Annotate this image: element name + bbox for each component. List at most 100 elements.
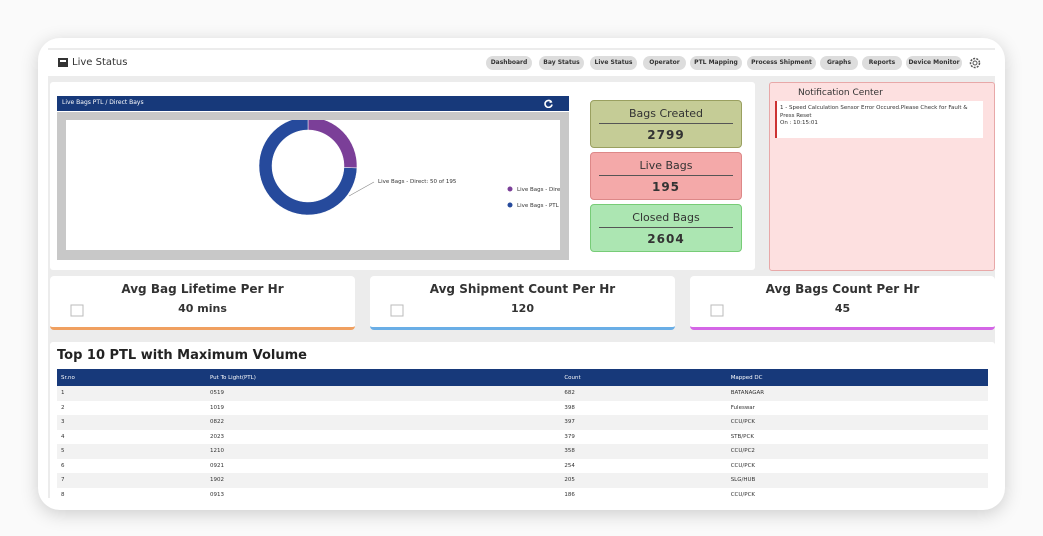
legend-marker bbox=[507, 202, 513, 208]
table-cell: 186 bbox=[564, 491, 575, 498]
table-cell: 1210 bbox=[205, 444, 561, 459]
column-header: Sr.no bbox=[57, 369, 206, 386]
donut-segment bbox=[258, 120, 358, 216]
table-cell: BATANAGAR bbox=[726, 386, 988, 401]
stat-label: Closed Bags bbox=[599, 211, 733, 228]
donut-chart: Live Bags - Direct: 50 of 195 Live Bags -… bbox=[66, 120, 560, 250]
nav-button[interactable]: Live Status bbox=[590, 56, 637, 70]
data-label: Live Bags - Direct: 50 of 195 bbox=[378, 179, 457, 185]
table-cell: 682 bbox=[560, 386, 727, 401]
notification-item: 1 - Speed Calculation Sensor Error Occur… bbox=[775, 101, 983, 138]
refresh-icon[interactable] bbox=[544, 99, 553, 108]
table-row: 3 0822 397 CCU/PCK bbox=[57, 415, 988, 430]
notification-title: Notification Center bbox=[798, 88, 883, 98]
table-cell: 1019 bbox=[209, 404, 224, 411]
stat-value: 195 bbox=[651, 180, 681, 194]
table-cell: 0519 bbox=[205, 386, 561, 401]
panel-title-bar: Live Bags PTL / Direct Bays bbox=[57, 96, 569, 111]
kpi-title: Avg Bag Lifetime Per Hr bbox=[121, 282, 284, 296]
kpi-icon bbox=[710, 304, 724, 317]
kpi-value: 40 mins bbox=[178, 302, 227, 315]
kpi-card: Avg Bags Count Per Hr 45 bbox=[690, 276, 995, 330]
kpi-card: Avg Bag Lifetime Per Hr 40 mins bbox=[50, 276, 355, 330]
table-cell: CCU/PC2 bbox=[726, 444, 988, 459]
nav-button[interactable]: Process Shipment bbox=[747, 56, 816, 70]
stat-label: Bags Created bbox=[599, 107, 733, 124]
table-cell: 4 bbox=[61, 433, 65, 440]
table: Sr.no Put To Light(PTL) Count Mapped DC 1 051… bbox=[57, 369, 988, 498]
nav-button[interactable]: Bay Status bbox=[539, 56, 584, 70]
table-cell: 2023 bbox=[209, 433, 224, 440]
kpi-value: 120 bbox=[511, 302, 534, 315]
table-cell: 8 bbox=[61, 491, 65, 498]
settings-icon[interactable] bbox=[969, 57, 981, 69]
table-cell: CCU/PCK bbox=[730, 462, 756, 469]
panel-title: Live Bags PTL / Direct Bays bbox=[62, 99, 144, 106]
notification-panel: Notification Center 1 - Speed Calculatio… bbox=[769, 82, 995, 271]
table-cell: CCU/PCK bbox=[726, 415, 988, 430]
stat-box: Closed Bags 2604 bbox=[590, 204, 742, 252]
table-title: Top 10 PTL with Maximum Volume bbox=[57, 348, 307, 363]
kpi-icon bbox=[390, 304, 404, 317]
legend-label: Live Bags - Direct bbox=[517, 187, 560, 193]
kpi-title: Avg Bags Count Per Hr bbox=[765, 282, 920, 296]
table-cell: 0921 bbox=[209, 462, 224, 469]
table-cell: 6 bbox=[61, 462, 65, 469]
nav-button[interactable]: Device Monitor bbox=[906, 56, 962, 70]
table-cell: 379 bbox=[564, 433, 575, 440]
icon-shape bbox=[70, 304, 84, 317]
notification-message: 1 - Speed Calculation Sensor Error Occur… bbox=[780, 105, 968, 119]
table-row: 4 2023 379 STB/PCK bbox=[57, 430, 988, 445]
table-row: 6 0921 254 CCU/PCK bbox=[57, 459, 988, 474]
leader-line bbox=[348, 181, 375, 197]
nav-button[interactable]: Reports bbox=[862, 56, 902, 70]
table-row: 8 0913 186 CCU/PCK bbox=[57, 488, 988, 499]
stat-value: 2604 bbox=[647, 232, 685, 246]
kpi-card: Avg Shipment Count Per Hr 120 bbox=[370, 276, 675, 330]
table-row: 5 1210 358 CCU/PC2 bbox=[57, 444, 988, 459]
stat-label: Live Bags bbox=[599, 159, 733, 176]
notification-time: On : 10:15:01 bbox=[780, 120, 818, 126]
stat-box: Live Bags 195 bbox=[590, 152, 742, 200]
table-cell: Fuleswar bbox=[730, 404, 755, 411]
table-cell: SLG/HUB bbox=[726, 473, 988, 488]
table-cell: STB/PCK bbox=[730, 433, 754, 440]
table-cell: 2 bbox=[61, 404, 65, 411]
table-row: 1 0519 682 BATANAGAR bbox=[57, 386, 988, 401]
table-header: Sr.no Put To Light(PTL) Count Mapped DC bbox=[57, 369, 988, 386]
icon-shape bbox=[710, 304, 724, 317]
column-header: Put To Light(PTL) bbox=[205, 369, 561, 386]
stat-value: 2799 bbox=[647, 128, 685, 142]
column-header: Count bbox=[560, 369, 727, 386]
table-cell: 0913 bbox=[209, 491, 224, 498]
table-panel: Top 10 PTL with Maximum Volume Sr.no Put … bbox=[50, 342, 995, 498]
table-cell: 1 bbox=[57, 386, 206, 401]
header: Live Status Dashboard Bay Status Live Stat… bbox=[48, 50, 995, 76]
table-cell: 397 bbox=[560, 415, 727, 430]
table-cell: 205 bbox=[560, 473, 727, 488]
table-cell: 5 bbox=[57, 444, 206, 459]
header-icon bbox=[58, 58, 68, 67]
legend-label: Live Bags - PTL bbox=[517, 203, 560, 209]
screen: Live Status Dashboard Bay Status Live Stat… bbox=[48, 48, 995, 498]
kpi-value: 45 bbox=[834, 302, 851, 315]
page-title: Live Status bbox=[72, 57, 128, 68]
kpi-icon bbox=[70, 304, 84, 317]
nav-button[interactable]: Operator bbox=[643, 56, 686, 70]
table-cell: 398 bbox=[564, 404, 575, 411]
nav-button[interactable]: PTL Mapping bbox=[690, 56, 742, 70]
table-cell: 254 bbox=[564, 462, 575, 469]
table-row: 2 1019 398 Fuleswar bbox=[57, 401, 988, 416]
table-cell: 3 bbox=[57, 415, 206, 430]
nav-button[interactable]: Graphs bbox=[820, 56, 858, 70]
table-row: 7 1902 205 SLG/HUB bbox=[57, 473, 988, 488]
table-cell: 1902 bbox=[205, 473, 561, 488]
kpi-title: Avg Shipment Count Per Hr bbox=[429, 282, 616, 296]
legend-marker bbox=[507, 186, 513, 192]
icon-shape bbox=[390, 304, 404, 317]
table-cell: 7 bbox=[57, 473, 206, 488]
stat-box: Bags Created 2799 bbox=[590, 100, 742, 148]
table-cell: 358 bbox=[560, 444, 727, 459]
nav-button[interactable]: Dashboard bbox=[486, 56, 532, 70]
